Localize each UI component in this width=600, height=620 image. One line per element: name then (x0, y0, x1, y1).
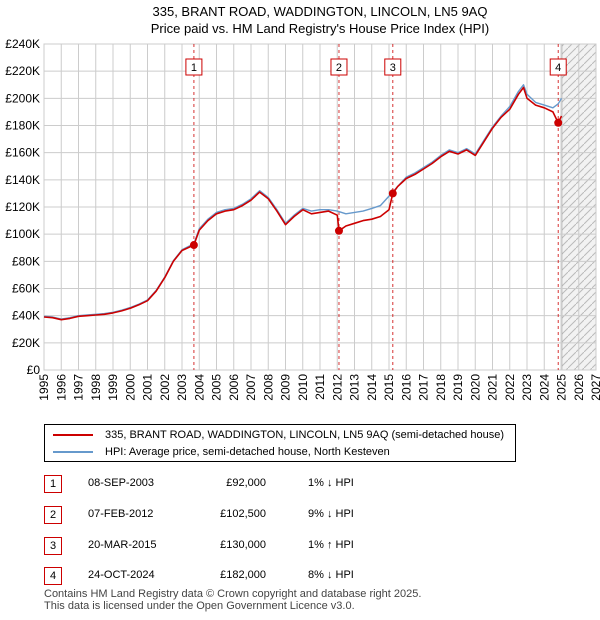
x-tick-label: 2005 (210, 374, 224, 401)
x-tick-label: 2020 (468, 374, 482, 401)
x-tick-label: 2027 (589, 374, 600, 401)
table-row: 3 20-MAR-2015 £130,000 1% ↑ HPI (44, 537, 544, 555)
legend: 335, BRANT ROAD, WADDINGTON, LINCOLN, LN… (44, 424, 516, 462)
x-tick-label: 1999 (106, 374, 120, 401)
x-tick-label: 2013 (348, 374, 362, 401)
transaction-point (554, 118, 563, 127)
transaction-date: 07-FEB-2012 (88, 508, 154, 520)
legend-item-property: 335, BRANT ROAD, WADDINGTON, LINCOLN, LN… (53, 427, 504, 443)
x-tick-label: 2010 (296, 374, 310, 401)
transaction-price: £92,000 (226, 477, 266, 489)
x-tick-label: 2008 (261, 374, 275, 401)
transaction-price: £130,000 (220, 539, 266, 551)
transaction-hpi-diff: 1% ↓ HPI (308, 477, 354, 489)
x-tick-label: 2018 (434, 374, 448, 401)
y-tick-label: £160K (5, 146, 40, 160)
x-tick-label: 2012 (330, 374, 344, 401)
legend-item-hpi: HPI: Average price, semi-detached house,… (53, 444, 390, 460)
plot-frame (43, 43, 597, 371)
transaction-marker-label: 4 (555, 62, 561, 74)
x-tick-label: 2017 (417, 374, 431, 401)
x-tick-label: 2016 (399, 374, 413, 401)
x-tick-label: 2006 (227, 374, 241, 401)
transaction-number: 3 (44, 537, 62, 555)
y-tick-label: £20K (12, 336, 40, 350)
legend-label-property: 335, BRANT ROAD, WADDINGTON, LINCOLN, LN… (105, 429, 504, 441)
property-price-line (43, 86, 563, 321)
transaction-hpi-diff: 9% ↓ HPI (308, 508, 354, 520)
y-tick-label: £100K (5, 227, 40, 241)
transaction-point (189, 241, 198, 250)
y-tick-label: £240K (5, 37, 40, 51)
x-tick-label: 2021 (486, 374, 500, 401)
footer-copyright: Contains HM Land Registry data © Crown c… (44, 588, 422, 600)
footer: Contains HM Land Registry data © Crown c… (44, 588, 421, 612)
transaction-point (388, 189, 397, 198)
transaction-point (334, 226, 343, 235)
x-tick-label: 2025 (555, 374, 569, 401)
chart-ticks: £0 £20K £40K £60K £80K £100K £120K £140K £160K £1… (5, 37, 600, 401)
transaction-marker-label: 1 (191, 62, 197, 74)
transaction-date: 08-SEP-2003 (88, 477, 155, 489)
transaction-number: 4 (44, 567, 62, 585)
transaction-price: £102,500 (220, 508, 266, 520)
y-tick-label: £40K (12, 309, 40, 323)
table-row: 4 24-OCT-2024 £182,000 8% ↓ HPI (44, 567, 544, 585)
transaction-marker-box (549, 58, 567, 76)
transaction-marker-box (330, 58, 348, 76)
x-tick-label: 2019 (451, 374, 465, 401)
transaction-date: 20-MAR-2015 (88, 539, 157, 551)
x-tick-label: 2009 (279, 374, 293, 401)
x-tick-label: 2000 (123, 374, 137, 401)
transaction-marker-box (185, 58, 203, 76)
chart-subtitle: Price paid vs. HM Land Registry's House … (151, 21, 489, 36)
transaction-hpi-diff: 8% ↓ HPI (308, 569, 354, 581)
y-tick-label: £120K (5, 200, 40, 214)
chart-title: 335, BRANT ROAD, WADDINGTON, LINCOLN, LN… (153, 4, 488, 19)
legend-swatch-hpi (53, 451, 93, 453)
x-tick-label: 1997 (72, 374, 86, 401)
transaction-hpi-diff: 1% ↑ HPI (308, 539, 354, 551)
x-tick-label: 2004 (192, 374, 206, 401)
transaction-number: 1 (44, 475, 62, 493)
transaction-marker-label: 2 (336, 62, 342, 74)
chart-series (43, 84, 563, 321)
table-row: 2 07-FEB-2012 £102,500 9% ↓ HPI (44, 506, 544, 524)
chart-markers: 1 2 3 4 (185, 58, 567, 250)
x-tick-label: 2024 (537, 374, 551, 401)
x-tick-label: 2011 (313, 374, 327, 400)
y-tick-label: £180K (5, 119, 40, 133)
x-tick-label: 2001 (141, 374, 155, 401)
y-tick-label: £80K (12, 254, 40, 268)
transaction-date: 24-OCT-2024 (88, 569, 155, 581)
x-tick-label: 1995 (37, 374, 51, 401)
x-tick-label: 2026 (572, 374, 586, 401)
legend-label-hpi: HPI: Average price, semi-detached house,… (105, 446, 390, 458)
x-tick-label: 2003 (175, 374, 189, 401)
x-tick-label: 2023 (520, 374, 534, 401)
y-tick-label: £200K (5, 91, 40, 105)
x-tick-label: 2022 (503, 374, 517, 401)
x-tick-label: 1996 (54, 374, 68, 401)
transaction-price: £182,000 (220, 569, 266, 581)
table-row: 1 08-SEP-2003 £92,000 1% ↓ HPI (44, 475, 544, 493)
footer-licence: This data is licensed under the Open Gov… (44, 600, 355, 612)
transaction-number: 2 (44, 506, 62, 524)
legend-swatch-property (53, 434, 93, 436)
transaction-marker-box (384, 58, 402, 76)
x-tick-label: 2015 (382, 374, 396, 401)
price-chart: 335, BRANT ROAD, WADDINGTON, LINCOLN, LN… (5, 4, 600, 401)
x-tick-label: 1998 (89, 374, 103, 401)
y-tick-label: £0 (27, 363, 41, 377)
y-tick-label: £220K (5, 64, 40, 78)
x-tick-label: 2007 (244, 374, 258, 401)
y-tick-label: £140K (5, 173, 40, 187)
x-tick-label: 2014 (365, 374, 379, 401)
chart-grid (43, 43, 597, 371)
x-tick-label: 2002 (158, 374, 172, 401)
y-tick-label: £60K (12, 282, 40, 296)
transaction-marker-label: 3 (390, 62, 396, 74)
